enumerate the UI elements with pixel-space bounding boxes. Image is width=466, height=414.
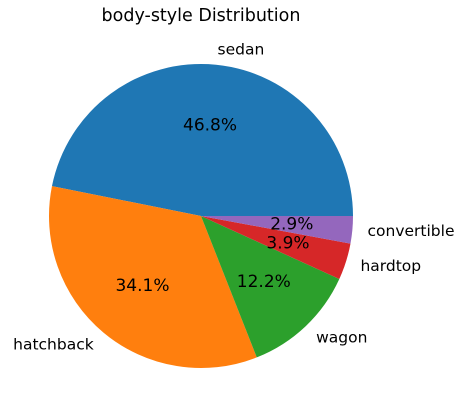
pie-pct-label-hatchback: 34.1% bbox=[115, 276, 169, 296]
pie-category-label-hatchback: hatchback bbox=[13, 335, 94, 353]
pie-slice-convertible bbox=[201, 216, 353, 244]
pie-pct-label-sedan: 46.8% bbox=[183, 115, 237, 135]
pie-slice-sedan bbox=[51, 63, 353, 216]
pie-pct-label-hardtop: 3.9% bbox=[266, 233, 309, 253]
pie-pct-label-convertible: 2.9% bbox=[270, 214, 313, 234]
pie-pct-label-wagon: 12.2% bbox=[237, 272, 291, 292]
pie-slice-hatchback bbox=[48, 186, 257, 369]
pie-slices bbox=[48, 63, 353, 369]
chart-title: body-style Distribution bbox=[102, 6, 301, 26]
pie-slice-hardtop bbox=[201, 216, 351, 280]
pie-labels: 46.8% sedan 34.1% hatchback 12.2% wagon 3.9% ha… bbox=[13, 41, 454, 354]
pie-category-label-wagon: wagon bbox=[316, 328, 367, 346]
pie-category-label-convertible: convertible bbox=[368, 222, 455, 240]
pie-slice-wagon bbox=[201, 216, 340, 358]
pie-category-label-sedan: sedan bbox=[218, 41, 265, 59]
pie-category-label-hardtop: hardtop bbox=[360, 257, 421, 275]
